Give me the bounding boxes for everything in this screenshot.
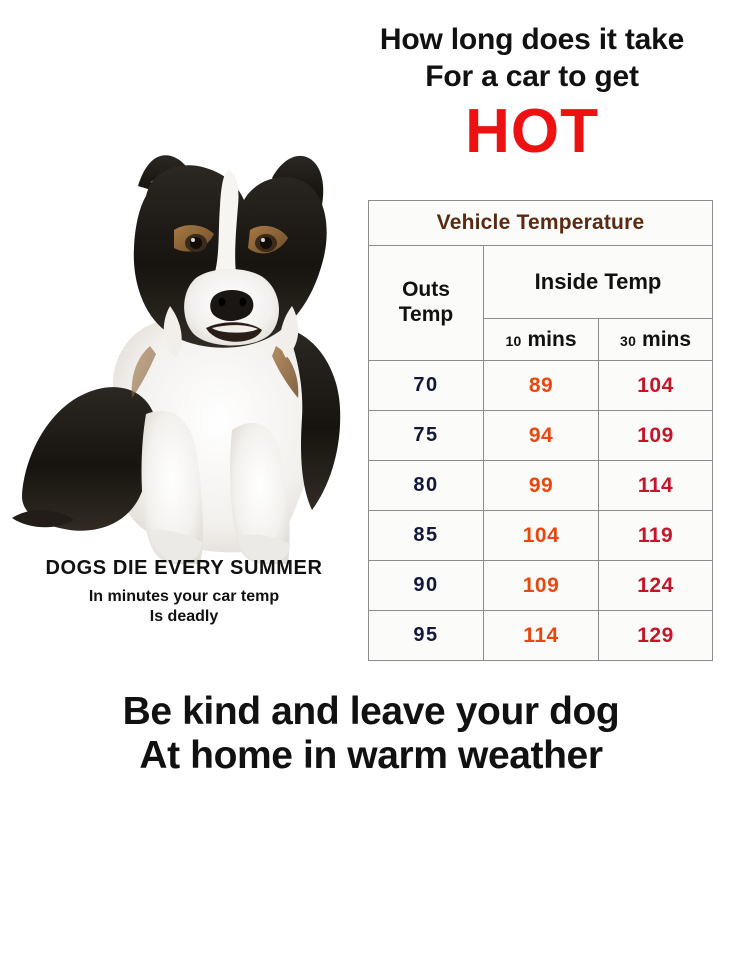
- cell-inside-30min: 119: [597, 510, 714, 561]
- table-title: Vehicle Temperature: [367, 200, 714, 246]
- dog-head: [133, 155, 327, 358]
- cell-inside-10min: 104: [483, 510, 599, 561]
- cell-inside-10min: 109: [483, 560, 599, 611]
- hot-emphasis-word: HOT: [465, 97, 599, 167]
- warning-block: DOGS DIE EVERY SUMMER In minutes your ca…: [6, 556, 362, 626]
- vehicle-temperature-table: Vehicle Temperature Outs Temp Inside Tem…: [367, 200, 714, 661]
- footer-line-1: Be kind and leave your dog: [122, 690, 620, 733]
- header-30-mins: 30 mins: [597, 318, 714, 361]
- header-outside-temp-line2: Temp: [398, 303, 454, 326]
- headline-block: How long does it take For a car to get H…: [330, 22, 734, 163]
- headline-line-1: How long does it take: [379, 23, 685, 56]
- cell-inside-30min: 104: [597, 360, 714, 411]
- table-row: 90 109 124: [368, 560, 714, 611]
- table-row: 95 114 129: [368, 610, 714, 661]
- warning-headline: DOGS DIE EVERY SUMMER: [45, 557, 323, 579]
- footer-message: Be kind and leave your dog At home in wa…: [0, 690, 742, 779]
- table-row: 75 94 109: [368, 410, 714, 461]
- cell-inside-30min: 124: [597, 560, 714, 611]
- header-inside-temp: Inside Temp: [482, 245, 714, 319]
- cell-outside-temp: 85: [368, 510, 484, 561]
- header-30-mins-number: 30: [619, 332, 637, 349]
- cell-inside-30min: 114: [597, 460, 714, 511]
- header-10-mins-word: mins: [527, 327, 577, 351]
- header-outside-temp-line1: Outs: [402, 278, 450, 302]
- cell-outside-temp: 80: [368, 460, 484, 511]
- cell-inside-10min: 89: [483, 360, 599, 411]
- table-row: 80 99 114: [368, 460, 714, 511]
- warning-subline-2: Is deadly: [149, 607, 219, 625]
- warning-subline-1: In minutes your car temp: [88, 588, 280, 605]
- headline-line-2: For a car to get: [425, 59, 639, 93]
- table-sub-header-row: 10 mins 30 mins: [369, 318, 714, 361]
- cell-inside-30min: 129: [597, 610, 714, 661]
- table-row: 70 89 104: [368, 360, 714, 411]
- footer-line-2: At home in warm weather: [139, 734, 603, 778]
- cell-inside-10min: 94: [483, 410, 599, 461]
- table-group-header-row: Outs Temp Inside Temp: [368, 245, 714, 361]
- cell-inside-30min: 109: [597, 410, 714, 461]
- cell-outside-temp: 70: [368, 360, 484, 411]
- dog-photo: [0, 78, 372, 564]
- cell-inside-10min: 114: [483, 610, 599, 661]
- header-10-mins: 10 mins: [483, 318, 599, 361]
- cell-inside-10min: 99: [483, 460, 599, 511]
- cell-outside-temp: 90: [368, 560, 484, 611]
- header-30-mins-word: mins: [642, 327, 692, 351]
- header-10-mins-number: 10: [505, 332, 522, 349]
- cell-outside-temp: 95: [368, 610, 484, 661]
- header-outside-temp: Outs Temp: [368, 245, 484, 361]
- table-title-row: Vehicle Temperature: [367, 200, 714, 246]
- dog-front-legs: [141, 410, 290, 564]
- cell-outside-temp: 75: [368, 410, 484, 461]
- table-row: 85 104 119: [368, 510, 714, 561]
